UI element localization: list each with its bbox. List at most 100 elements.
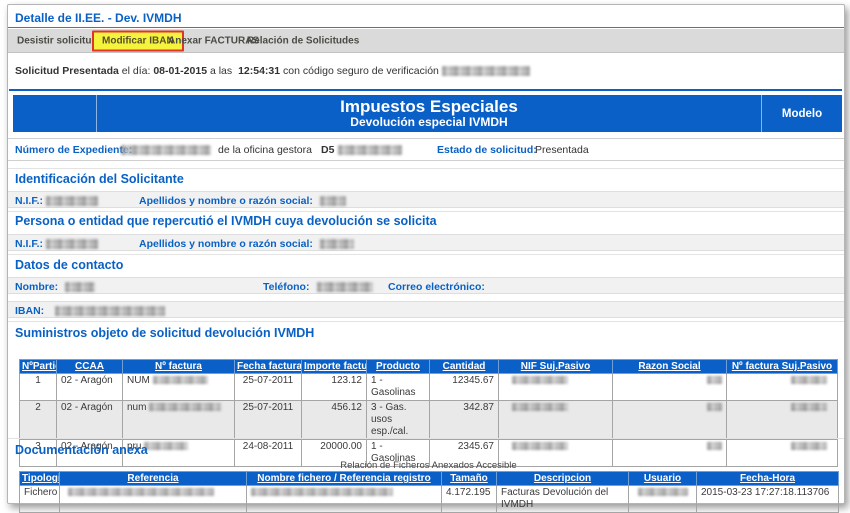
column-header-nfactura-sujpasivo[interactable]: Nº factura Suj.Pasivo [726,359,838,374]
cell-usuario [628,485,697,513]
column-header-descripcion[interactable]: Descripcion [496,471,629,486]
status-line: Solicitud Presentada el día: 08-01-2015 … [15,65,530,77]
suministros-header-row: NºPartida CCAA Nº factura Fecha factura … [19,359,838,374]
section-divider [8,168,844,169]
cell-nfactura: NUM [122,373,235,401]
cell-razon-social [612,400,727,440]
cell-importe: 123.12 [301,373,367,401]
table-row: Fichero 4.172.195 Facturas Devolución de… [19,485,839,513]
redacted-contacto-telefono [317,282,374,293]
column-header-referencia[interactable]: Referencia [59,471,247,486]
repercutio-name-label: Apellidos y nombre o razón social: [139,238,313,250]
repercutio-row: N.I.F.: Apellidos y nombre o razón socia… [8,234,844,251]
redacted-usuario [637,488,688,497]
contacto-nombre-group: Nombre: [15,281,96,293]
cell-importe: 456.12 [301,400,367,440]
repercutio-nif-label: N.I.F.: [15,238,43,250]
cell-producto: 1 - Gasolinas [366,373,430,401]
documentacion-table: Tipologia Referencia Nombre fichero / Re… [19,471,839,513]
cell-ccaa: 02 - Aragón [56,439,123,467]
redacted-iban [55,306,166,317]
suministros-table: NºPartida CCAA Nº factura Fecha factura … [19,359,838,467]
column-header-fecha-factura[interactable]: Fecha factura [234,359,302,374]
section-heading-repercutio: Persona o entidad que repercutió el IVMD… [15,214,437,228]
banner-model-label: Modelo [781,107,823,120]
banner-left-cell [13,95,97,132]
column-header-usuario[interactable]: Usuario [628,471,697,486]
cell-nif-sujpasivo [498,400,613,440]
cell-fecha: 24-08-2011 [234,439,302,467]
table-row: 1 02 - Aragón NUM 25-07-2011 123.12 1 - … [19,373,838,401]
page-title: Detalle de II.EE. - Dev. IVMDH [15,11,182,25]
contacto-telefono-group: Teléfono: [263,281,374,293]
column-header-nombre-fichero[interactable]: Nombre fichero / Referencia registro [246,471,442,486]
cell-producto: 3 - Gas. usos esp./cal. [366,400,430,440]
column-header-tipologia[interactable]: Tipologia [19,471,60,486]
redacted-factura [144,442,189,451]
solicitante-nif-label: N.I.F.: [15,195,43,207]
column-header-razon-social[interactable]: Razon Social [612,359,727,374]
expediente-office-text: de la oficina gestora [218,144,312,156]
toolbar-desistir-solicitud[interactable]: Desistir solicitud [17,35,98,46]
toolbar-anexar-facturas[interactable]: Anexar FACTURAS [168,35,260,46]
iban-label: IBAN: [15,305,45,317]
redacted-expediente-number [121,145,211,155]
iban-group: IBAN: [15,305,166,317]
form-banner: Impuestos Especiales Devolución especial… [13,95,842,132]
contacto-telefono-label: Teléfono: [263,281,310,293]
section-heading-suministros: Suministros objeto de solicitud devoluci… [15,326,315,340]
cell-nfactura: pru [122,439,235,467]
cell-tamano: 4.172.195 [441,485,497,513]
cell-nfactura-sujpasivo [726,439,838,467]
cell-nif-sujpasivo [498,439,613,467]
column-header-ccaa[interactable]: CCAA [56,359,123,374]
factura-prefix: NUM [127,375,150,386]
column-header-cantidad[interactable]: Cantidad [429,359,499,374]
redacted-solicitante-nif [46,196,98,206]
title-divider [8,27,844,28]
cell-fecha: 25-07-2011 [234,400,302,440]
cell-cantidad: 2345.67 [429,439,499,467]
cell-cantidad: 12345.67 [429,373,499,401]
status-date: 08-01-2015 [153,65,208,77]
section-divider [8,254,844,255]
table-row: 2 02 - Aragón num 25-07-2011 456.12 3 - … [19,400,838,440]
status-time-label: a las [209,65,233,77]
iban-row: IBAN: [8,301,844,318]
status-prefix: Solicitud Presentada [15,65,119,77]
redacted-nfactura-sujpasivo [791,442,827,451]
toolbar-relacion-solicitudes[interactable]: Relación de Solicitudes [247,35,360,46]
column-header-npartida[interactable]: NºPartida [19,359,57,374]
toolbar-modificar-iban[interactable]: Modificar IBAN [92,30,184,51]
column-header-nfactura[interactable]: Nº factura [122,359,235,374]
cell-importe: 20000.00 [301,439,367,467]
cell-ccaa: 02 - Aragón [56,400,123,440]
column-header-tamano[interactable]: Tamaño [441,471,497,486]
column-header-producto[interactable]: Producto [366,359,430,374]
cell-nfactura-sujpasivo [726,400,838,440]
redacted-factura [149,403,222,412]
cell-nfactura: num [122,400,235,440]
expediente-row: Número de Expediente: de la oficina gest… [8,138,844,161]
solicitante-name-group: Apellidos y nombre o razón social: [139,195,346,207]
column-header-fecha-hora[interactable]: Fecha-Hora [696,471,839,486]
redacted-razon-social [707,403,722,412]
column-header-nif-sujpasivo[interactable]: NIF Suj.Pasivo [498,359,613,374]
table-row: 3 02 - Aragón pru 24-08-2011 20000.00 1 … [19,439,838,467]
redacted-office-code [338,145,402,155]
redacted-nombre-fichero [251,488,393,497]
section-heading-contacto: Datos de contacto [15,258,124,272]
estado-value: Presentada [535,144,589,156]
detail-window: Detalle de II.EE. - Dev. IVMDH Desistir … [7,4,845,513]
section-heading-documentacion: Documentación anexa [15,443,148,457]
cell-referencia [59,485,247,513]
repercutio-name-group: Apellidos y nombre o razón social: [139,238,354,250]
redacted-razon-social [707,376,722,385]
status-day-label: el día: [121,65,151,77]
redacted-contacto-nombre [65,282,96,293]
contacto-nombre-label: Nombre: [15,281,59,293]
column-header-importe-factura[interactable]: Importe factura [301,359,367,374]
redacted-nif-sujpasivo [512,376,568,385]
cell-tipologia: Fichero [19,485,60,513]
documentacion-header-row: Tipologia Referencia Nombre fichero / Re… [19,471,839,486]
